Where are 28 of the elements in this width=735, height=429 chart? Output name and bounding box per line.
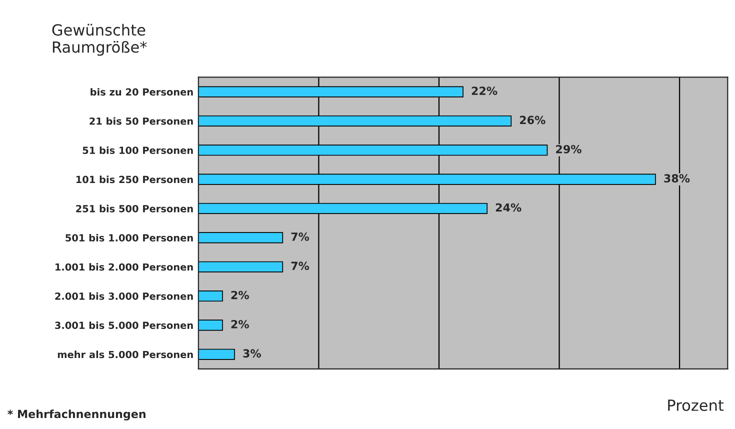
data-label: 22%	[472, 86, 498, 96]
x-axis-title: Prozent	[668, 400, 724, 412]
y-tick-label: 21 bis 50 Personen	[90, 117, 193, 125]
data-label: 2%	[231, 290, 249, 300]
bar	[198, 261, 284, 272]
y-tick-label: mehr als 5.000 Personen	[58, 350, 193, 358]
data-label: 26%	[520, 116, 546, 124]
bar	[198, 290, 223, 302]
y-tick-label: bis zu 20 Personen	[90, 88, 193, 96]
bar	[198, 348, 235, 360]
y-axis-title: Gewünschte Raumgröße*	[52, 24, 147, 56]
bar	[198, 232, 284, 244]
data-label: 24%	[496, 203, 522, 212]
y-tick-label: 2.001 bis 3.000 Personen	[55, 292, 193, 300]
y-tick-label: 3.001 bis 5.000 Personen	[55, 321, 193, 330]
y-tick-label: 501 bis 1.000 Personen	[66, 234, 193, 242]
data-label: 7%	[291, 232, 310, 241]
y-tick-label: 51 bis 100 Personen	[82, 146, 193, 154]
y-tick-label: 251 bis 500 Personen	[76, 204, 193, 212]
y-tick-label: 101 bis 250 Personen	[76, 176, 193, 184]
data-label: 38%	[664, 174, 690, 183]
data-label: 7%	[291, 262, 310, 270]
data-label: 29%	[556, 144, 582, 154]
data-label: 2%	[231, 320, 249, 328]
text: * Mehrfachnennungen	[8, 410, 146, 420]
data-label: 3%	[243, 349, 261, 358]
bar	[198, 320, 223, 331]
y-tick-label: 1.001 bis 2.000 Personen	[56, 263, 193, 271]
